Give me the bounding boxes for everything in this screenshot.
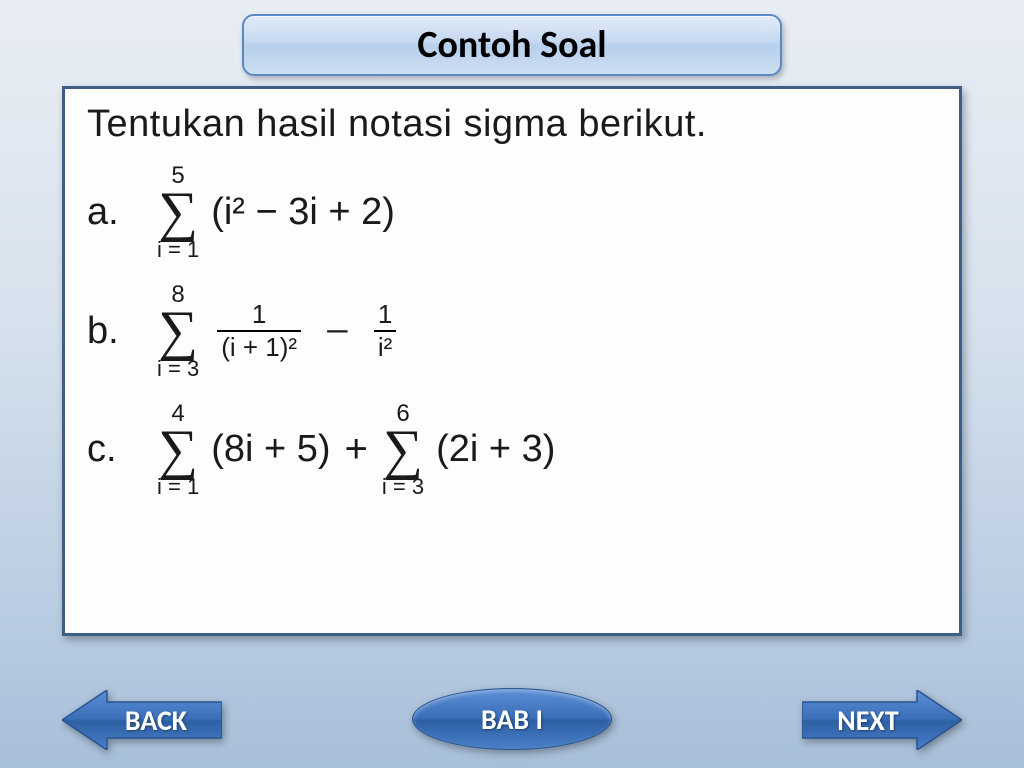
back-button[interactable]: BACK xyxy=(62,690,222,750)
sigma-c2-lower: i = 3 xyxy=(382,476,424,498)
sigma-symbol-icon: ∑ xyxy=(158,309,198,354)
problem-c-expr2: (2i + 3) xyxy=(436,428,555,471)
chapter-button[interactable]: BAB I xyxy=(412,688,612,750)
sigma-b: 8 ∑ i = 3 xyxy=(157,283,199,380)
sigma-symbol-icon: ∑ xyxy=(158,190,198,235)
plus-operator: + xyxy=(345,427,368,472)
problem-c-label: c. xyxy=(87,428,157,471)
nav-bar: BACK BAB I NEXT xyxy=(0,680,1024,750)
frac-b1-den: (i + 1)² xyxy=(217,330,301,361)
back-label: BACK xyxy=(125,703,187,738)
sigma-a: 5 ∑ i = 1 xyxy=(157,164,199,261)
problem-c-expr1: (8i + 5) xyxy=(211,428,330,471)
sigma-symbol-icon: ∑ xyxy=(158,428,198,473)
problem-c: c. 4 ∑ i = 1 (8i + 5) + 6 ∑ i = 3 (2i + … xyxy=(87,402,937,499)
sigma-symbol-icon: ∑ xyxy=(383,428,423,473)
minus-operator: − xyxy=(325,306,350,357)
title-banner: Contoh Soal xyxy=(242,14,782,76)
fraction-b2: 1 i² xyxy=(374,301,396,362)
sigma-c1-lower: i = 1 xyxy=(157,476,199,498)
sigma-a-lower: i = 1 xyxy=(157,239,199,261)
problem-a-label: a. xyxy=(87,191,157,234)
problem-a: a. 5 ∑ i = 1 (i² − 3i + 2) xyxy=(87,164,937,261)
fraction-b1: 1 (i + 1)² xyxy=(217,301,301,362)
problem-b-expression: 1 (i + 1)² − 1 i² xyxy=(211,301,402,362)
sigma-c1: 4 ∑ i = 1 xyxy=(157,402,199,499)
content-panel: Tentukan hasil notasi sigma berikut. a. … xyxy=(62,86,962,636)
problems-list: a. 5 ∑ i = 1 (i² − 3i + 2) b. 8 ∑ i = 3 … xyxy=(87,164,937,498)
chapter-label: BAB I xyxy=(481,702,543,737)
sigma-c2: 6 ∑ i = 3 xyxy=(382,402,424,499)
next-label: NEXT xyxy=(837,703,898,738)
frac-b2-den: i² xyxy=(374,330,396,361)
title-text: Contoh Soal xyxy=(417,22,606,68)
prompt-text: Tentukan hasil notasi sigma berikut. xyxy=(87,103,937,146)
problem-b-label: b. xyxy=(87,310,157,353)
frac-b2-num: 1 xyxy=(374,301,396,330)
problem-b: b. 8 ∑ i = 3 1 (i + 1)² − 1 i² xyxy=(87,283,937,380)
frac-b1-num: 1 xyxy=(248,301,270,330)
problem-a-expression: (i² − 3i + 2) xyxy=(211,191,395,234)
next-button[interactable]: NEXT xyxy=(802,690,962,750)
sigma-b-lower: i = 3 xyxy=(157,358,199,380)
